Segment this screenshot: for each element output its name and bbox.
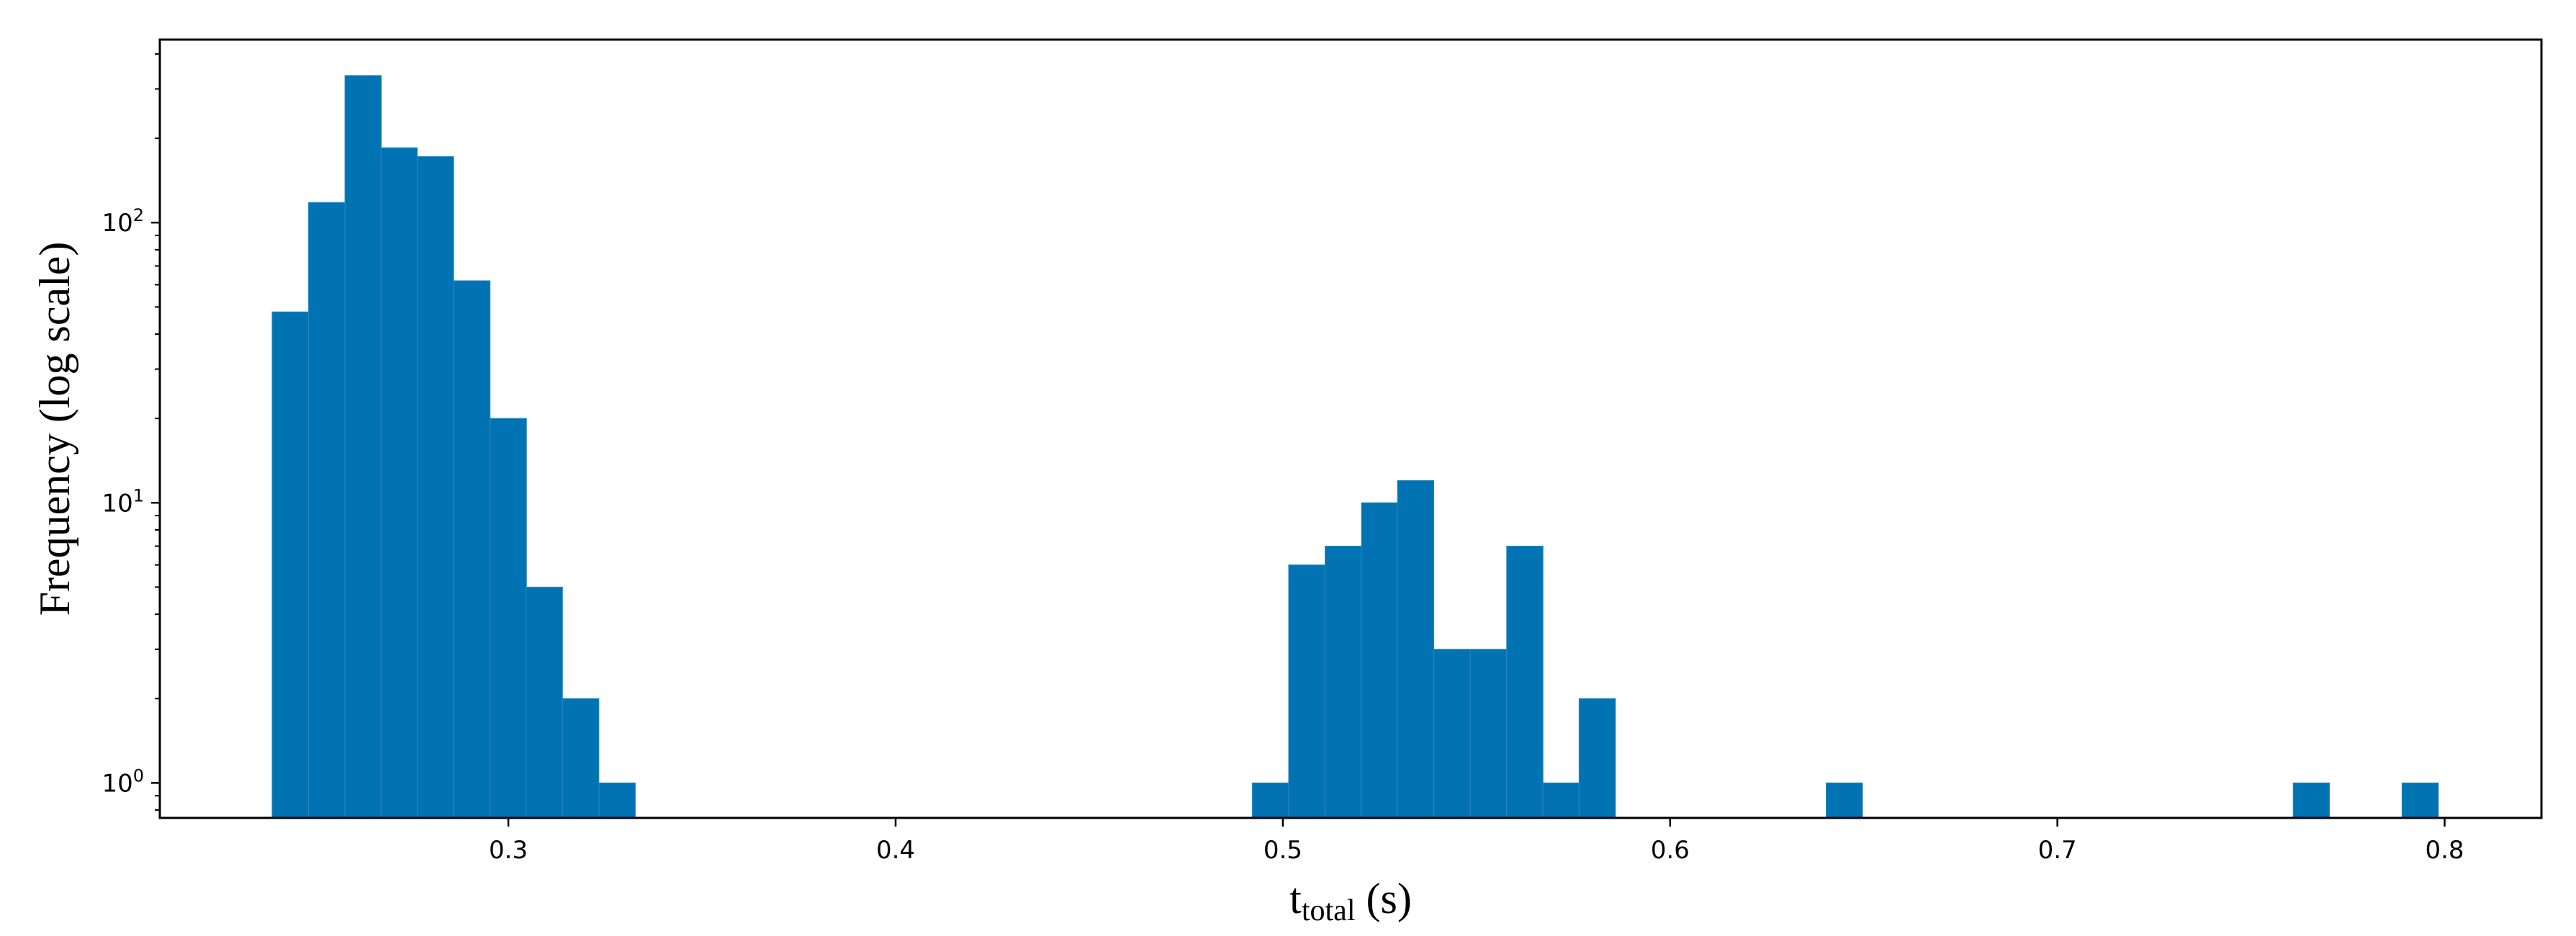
y-tick-label: 100 bbox=[102, 765, 144, 798]
histogram-bar bbox=[490, 418, 527, 819]
histogram-bar bbox=[344, 75, 382, 819]
histogram-bar bbox=[1251, 782, 1289, 819]
histogram-bar bbox=[1542, 782, 1580, 819]
x-tick-label: 0.6 bbox=[1651, 836, 1690, 865]
histogram-bar bbox=[598, 782, 636, 819]
y-tick-label: 101 bbox=[102, 485, 144, 518]
histogram-bar bbox=[562, 698, 600, 819]
histogram-bar bbox=[2401, 782, 2439, 819]
x-tick-label: 0.3 bbox=[489, 836, 528, 865]
x-axis: 0.3 0.4 0.5 0.6 0.7 0.8 bbox=[489, 818, 2464, 865]
histogram-bar bbox=[1469, 649, 1508, 819]
histogram-bar bbox=[1361, 502, 1398, 819]
histogram-bar bbox=[271, 311, 309, 819]
histogram-bar bbox=[1506, 546, 1544, 819]
histogram-bar bbox=[1826, 782, 1863, 819]
x-axis-label-unit: (s) bbox=[1356, 875, 1412, 922]
x-tick-label: 0.8 bbox=[2425, 836, 2464, 865]
y-axis: 100 101 102 bbox=[102, 53, 160, 811]
histogram-bar bbox=[417, 156, 454, 819]
plot-frame bbox=[158, 38, 2543, 819]
histogram-bar bbox=[1397, 480, 1435, 819]
histogram-bar bbox=[453, 280, 491, 819]
histogram-bar bbox=[380, 147, 418, 819]
histogram-bar bbox=[1578, 698, 1616, 819]
histogram-bar bbox=[526, 586, 563, 819]
histogram-bar bbox=[308, 202, 346, 819]
y-axis-label: Frequency (log scale) bbox=[31, 242, 78, 616]
x-axis-label: ttotal (s) bbox=[1289, 875, 1412, 927]
histogram-bar bbox=[1324, 546, 1362, 819]
x-tick-label: 0.4 bbox=[876, 836, 915, 865]
y-tick-label: 102 bbox=[102, 205, 144, 238]
x-axis-label-subscript: total bbox=[1302, 894, 1356, 927]
histogram-bar bbox=[2292, 782, 2330, 819]
x-tick-label: 0.5 bbox=[1264, 836, 1302, 865]
histogram-bar bbox=[1288, 564, 1325, 819]
x-axis-label-main: t bbox=[1289, 875, 1302, 922]
histogram-bars bbox=[271, 75, 2439, 819]
histogram-bar bbox=[1433, 649, 1471, 819]
x-tick-label: 0.7 bbox=[2038, 836, 2077, 865]
